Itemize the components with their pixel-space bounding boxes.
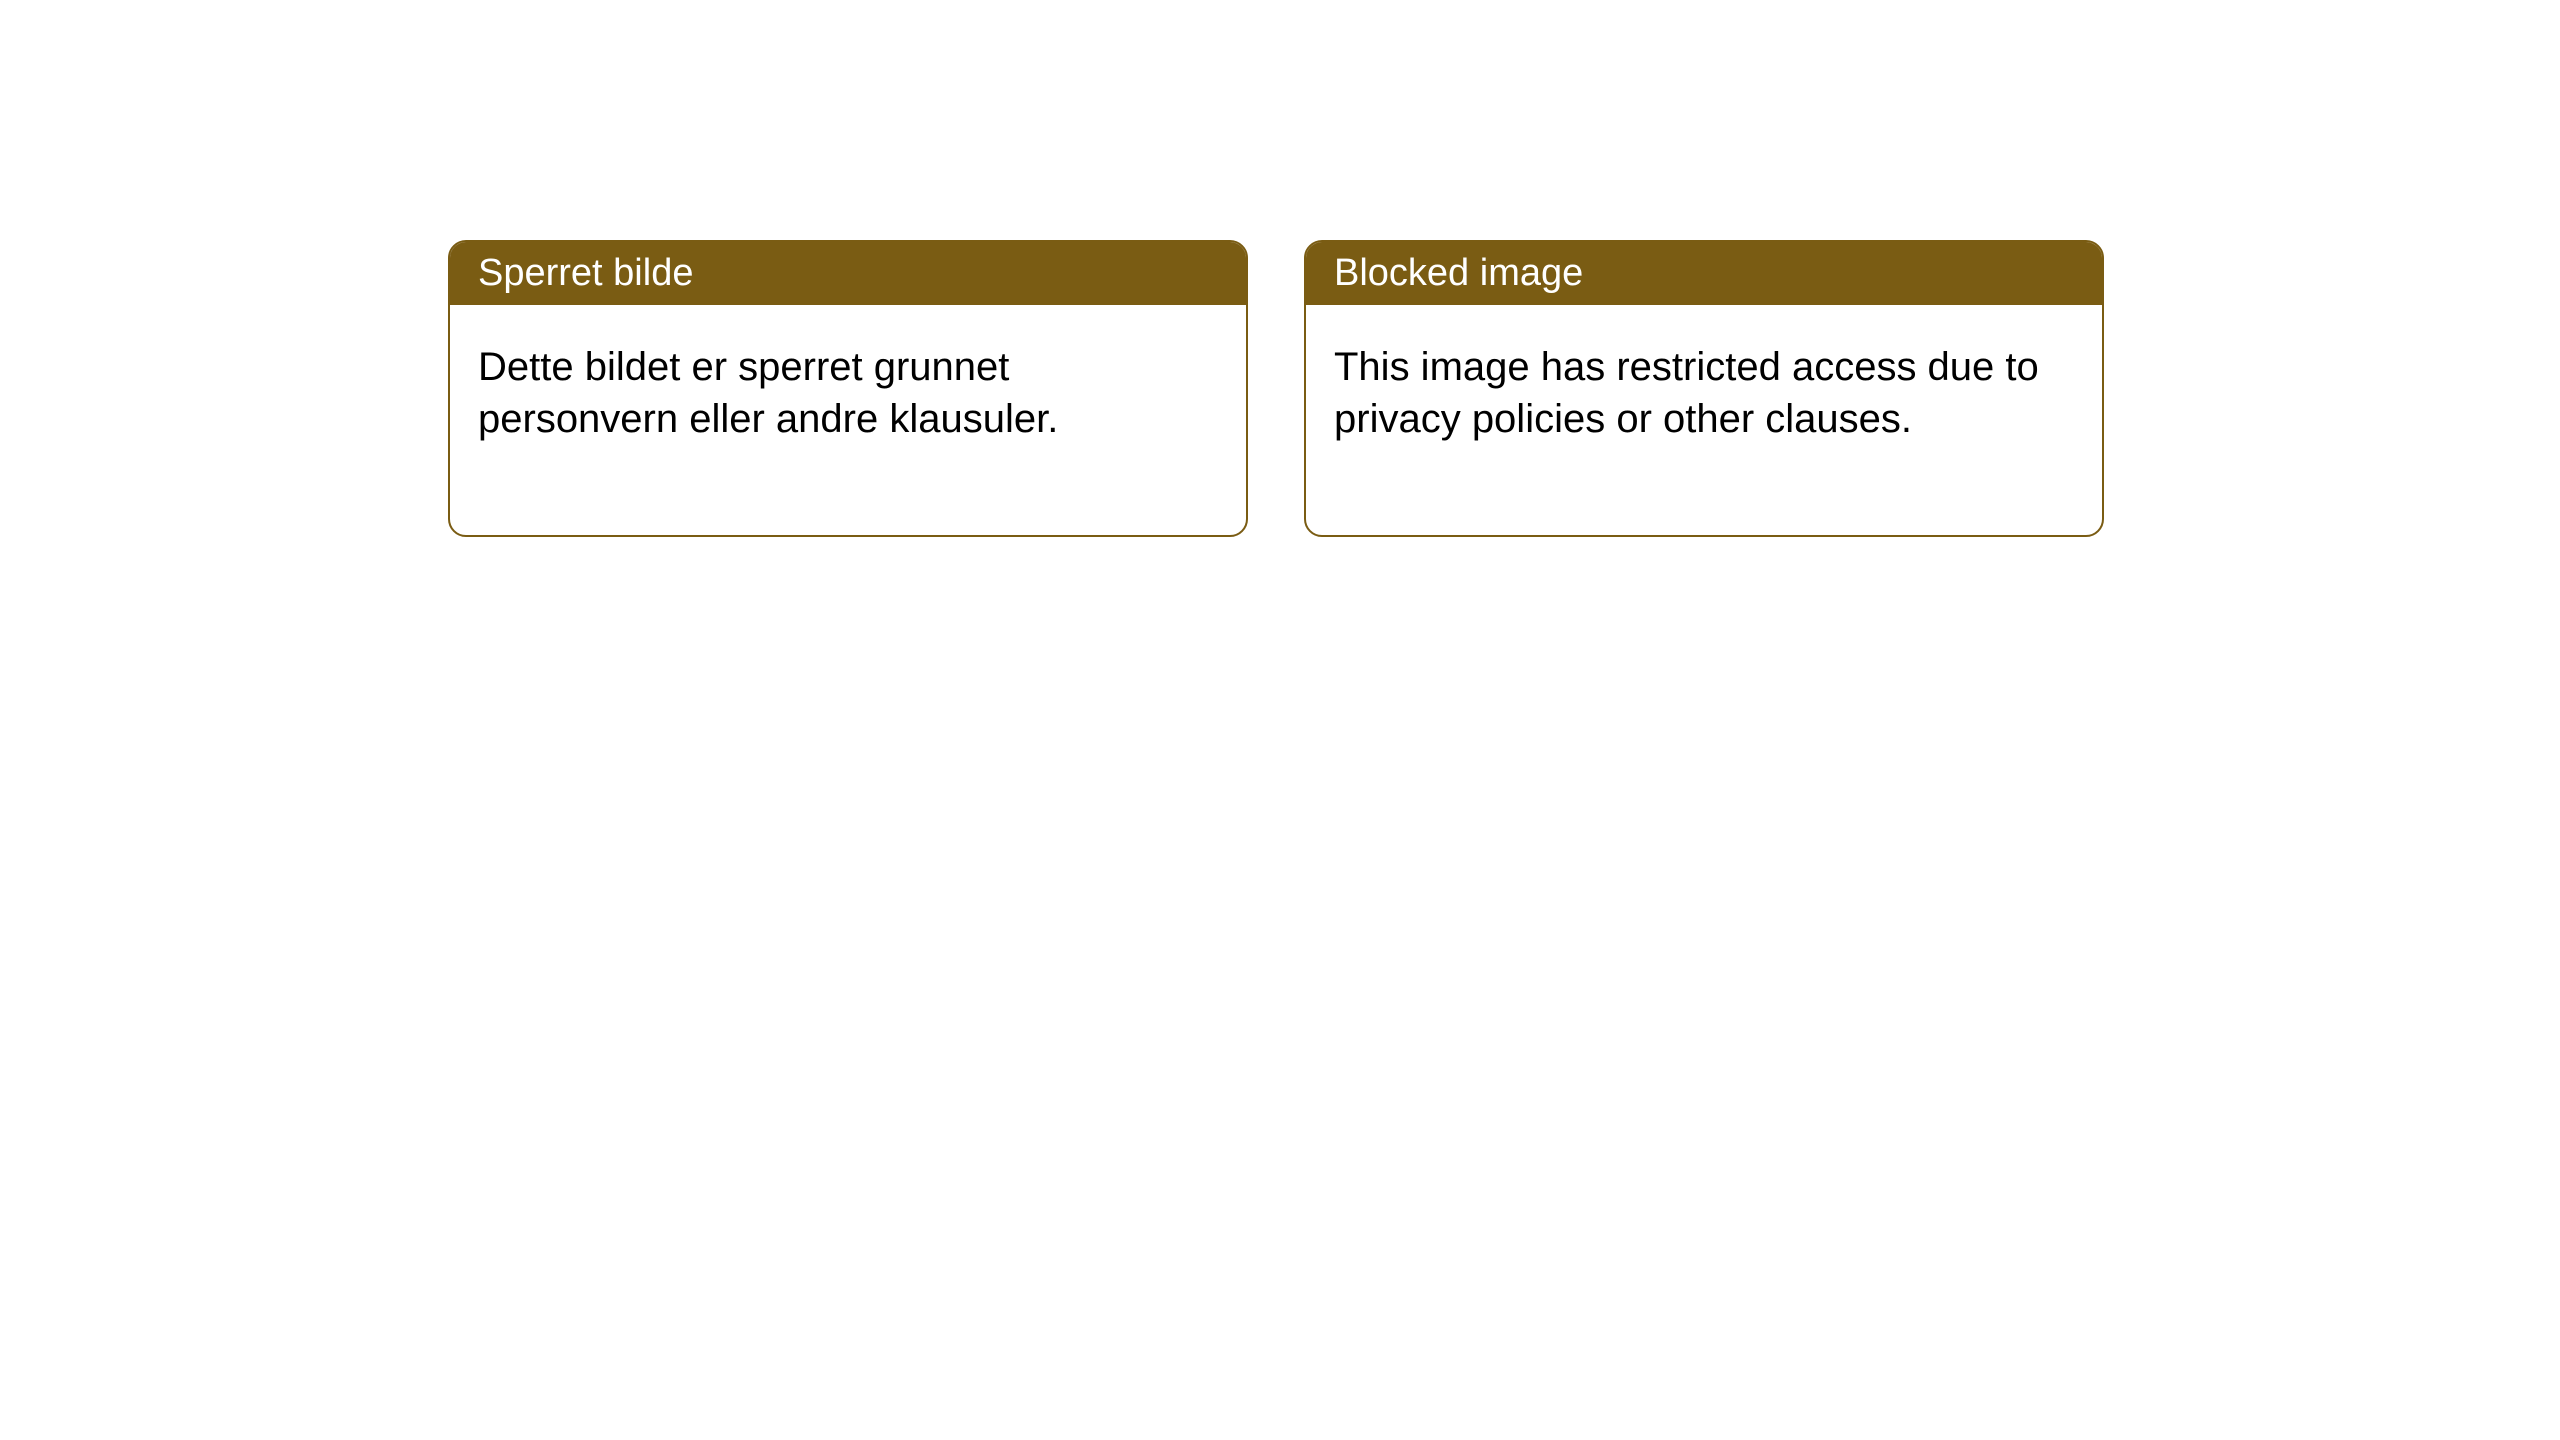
- notice-header: Sperret bilde: [450, 242, 1246, 305]
- notice-body: This image has restricted access due to …: [1306, 305, 2102, 535]
- notice-title: Blocked image: [1334, 252, 1583, 294]
- notice-card-english: Blocked image This image has restricted …: [1304, 240, 2104, 537]
- notices-container: Sperret bilde Dette bildet er sperret gr…: [448, 240, 2104, 537]
- notice-card-norwegian: Sperret bilde Dette bildet er sperret gr…: [448, 240, 1248, 537]
- notice-body: Dette bildet er sperret grunnet personve…: [450, 305, 1246, 535]
- notice-title: Sperret bilde: [478, 252, 693, 294]
- notice-header: Blocked image: [1306, 242, 2102, 305]
- notice-message: Dette bildet er sperret grunnet personve…: [478, 345, 1058, 441]
- notice-message: This image has restricted access due to …: [1334, 345, 2039, 441]
